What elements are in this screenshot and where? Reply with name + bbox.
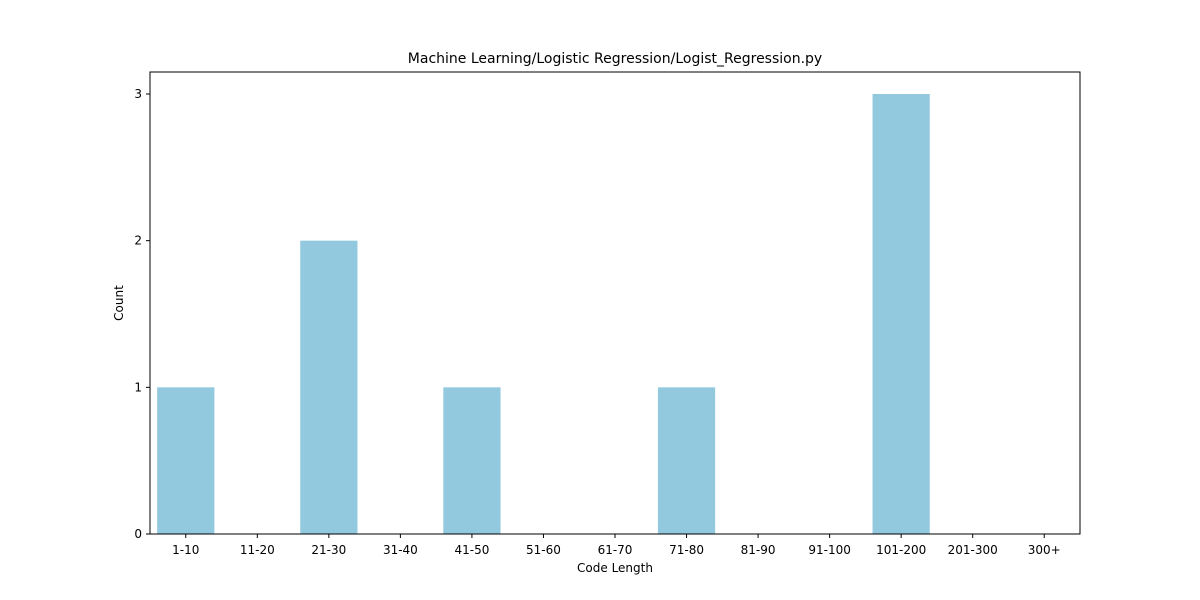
bar-71-80 [657,387,716,534]
bar-21-30 [300,240,358,534]
x-tick-label: 31-40 [383,543,418,557]
y-tick-label: 2 [134,234,142,248]
x-tick-label: 71-80 [669,543,704,557]
bars-layer [157,94,930,534]
bar-1-10 [157,387,215,534]
x-ticks: 1-10 11-20 21-30 31-40 41-50 51-60 61-70 71-80 8… [172,534,1061,557]
x-tick-label: 300+ [1028,543,1061,557]
y-tick-label: 1 [134,380,142,394]
y-axis-label: Count [112,285,126,321]
x-tick-label: 1-10 [172,543,199,557]
plot-frame [149,71,1081,535]
y-ticks: 0 1 2 3 [134,87,150,541]
x-tick-label: 201-300 [948,543,998,557]
x-tick-label: 21-30 [311,543,346,557]
x-tick-label: 51-60 [526,543,561,557]
x-tick-label: 41-50 [454,543,489,557]
x-tick-label: 11-20 [240,543,275,557]
y-tick-label: 3 [134,87,142,101]
bar-101-200 [872,94,930,534]
x-tick-label: 81-90 [741,543,776,557]
chart-title: Machine Learning/Logistic Regression/Log… [408,51,822,67]
x-tick-label: 101-200 [876,543,926,557]
bar-41-50 [443,387,501,534]
x-axis-label: Code Length [577,561,653,575]
y-tick-label: 0 [134,527,142,541]
x-tick-label: 61-70 [598,543,633,557]
x-tick-label: 91-100 [808,543,851,557]
